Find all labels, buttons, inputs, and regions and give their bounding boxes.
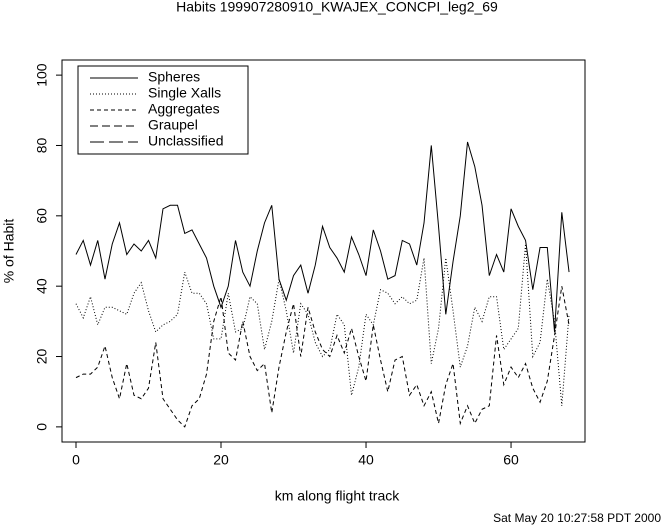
x-tick-label: 40 bbox=[358, 452, 374, 468]
legend-label: Spheres bbox=[148, 69, 200, 85]
y-tick-label: 100 bbox=[34, 63, 50, 87]
x-tick-label: 20 bbox=[213, 452, 229, 468]
legend-label: Graupel bbox=[148, 117, 198, 133]
plot-frame bbox=[61, 59, 586, 443]
legend-label: Unclassified bbox=[148, 133, 223, 149]
y-tick-label: 60 bbox=[34, 208, 50, 224]
legend-label: Aggregates bbox=[148, 101, 220, 117]
y-tick-label: 0 bbox=[34, 423, 50, 431]
x-tick-label: 0 bbox=[72, 452, 80, 468]
y-tick-label: 40 bbox=[34, 278, 50, 294]
chart-title: Habits 199907280910_KWAJEX_CONCPI_leg2_6… bbox=[176, 0, 498, 15]
timestamp: Sat May 20 10:27:58 PDT 2000 bbox=[493, 511, 661, 525]
legend-label: Single Xalls bbox=[148, 85, 221, 101]
y-tick-label: 20 bbox=[34, 349, 50, 365]
x-axis-label: km along flight track bbox=[275, 488, 400, 504]
series-line bbox=[75, 141, 570, 332]
x-tick-label: 60 bbox=[503, 452, 519, 468]
series-line bbox=[75, 243, 570, 406]
y-axis-label: % of Habit bbox=[1, 219, 17, 284]
y-tick-label: 80 bbox=[34, 137, 50, 153]
